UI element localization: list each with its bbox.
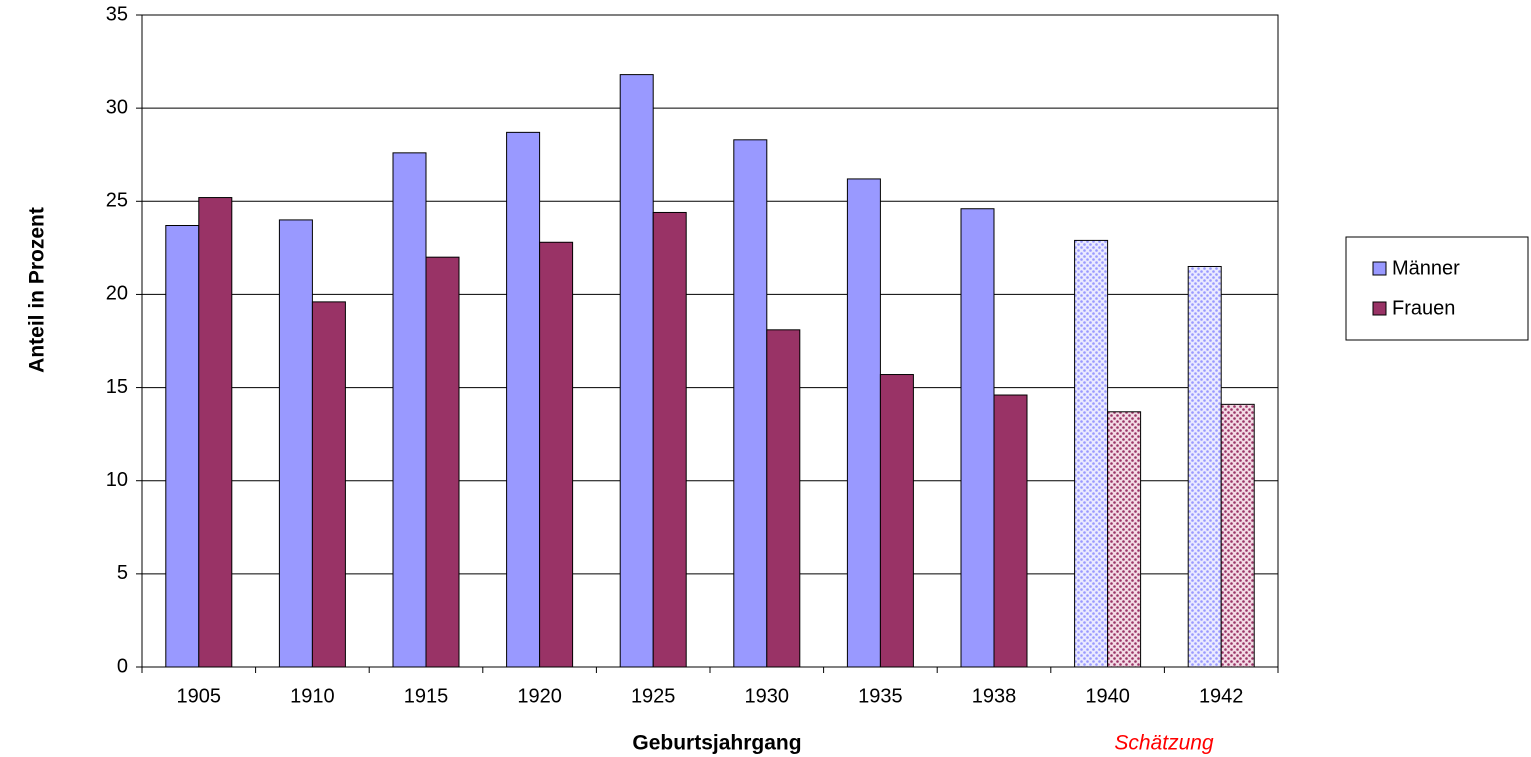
legend-swatch bbox=[1372, 301, 1387, 316]
bar bbox=[960, 208, 995, 668]
y-tick-label: 30 bbox=[106, 96, 128, 118]
bar bbox=[506, 131, 541, 668]
y-tick-label: 25 bbox=[106, 190, 128, 212]
bar bbox=[1107, 411, 1142, 668]
bar bbox=[846, 178, 881, 668]
x-tick-label: 1905 bbox=[177, 685, 222, 707]
legend-label: Männer bbox=[1392, 257, 1460, 279]
bar bbox=[392, 152, 427, 668]
bar bbox=[311, 301, 346, 668]
bar bbox=[198, 197, 233, 668]
x-tick-label: 1925 bbox=[631, 685, 676, 707]
x-tick-label: 1942 bbox=[1199, 685, 1244, 707]
bar bbox=[652, 211, 687, 668]
x-tick-label: 1910 bbox=[290, 685, 335, 707]
y-tick-label: 0 bbox=[117, 655, 128, 677]
y-tick-label: 35 bbox=[106, 3, 128, 25]
x-tick-label: 1940 bbox=[1085, 685, 1130, 707]
bar bbox=[278, 219, 313, 668]
bar bbox=[879, 374, 914, 668]
x-tick-label: 1935 bbox=[858, 685, 903, 707]
x-tick-label: 1930 bbox=[745, 685, 790, 707]
bar bbox=[619, 74, 654, 668]
annotation: Schätzung bbox=[1114, 732, 1214, 755]
y-tick-label: 15 bbox=[106, 376, 128, 398]
bar bbox=[539, 241, 574, 668]
x-tick-label: 1938 bbox=[972, 685, 1017, 707]
bar bbox=[165, 225, 200, 668]
y-axis-title: Anteil in Prozent bbox=[26, 207, 49, 373]
y-tick-label: 20 bbox=[106, 283, 128, 305]
x-tick-label: 1915 bbox=[404, 685, 449, 707]
bar bbox=[1074, 239, 1109, 668]
bar bbox=[733, 139, 768, 668]
bar bbox=[766, 329, 801, 668]
y-tick-label: 5 bbox=[117, 562, 128, 584]
legend-swatch bbox=[1372, 261, 1387, 276]
bar bbox=[1187, 265, 1222, 668]
x-axis-title: Geburtsjahrgang bbox=[632, 732, 801, 755]
legend-label: Frauen bbox=[1392, 297, 1455, 319]
bar bbox=[425, 256, 460, 668]
bar bbox=[1220, 403, 1255, 668]
bar bbox=[993, 394, 1028, 668]
x-tick-label: 1920 bbox=[517, 685, 562, 707]
legend-box bbox=[1345, 236, 1529, 341]
y-tick-label: 10 bbox=[106, 469, 128, 491]
